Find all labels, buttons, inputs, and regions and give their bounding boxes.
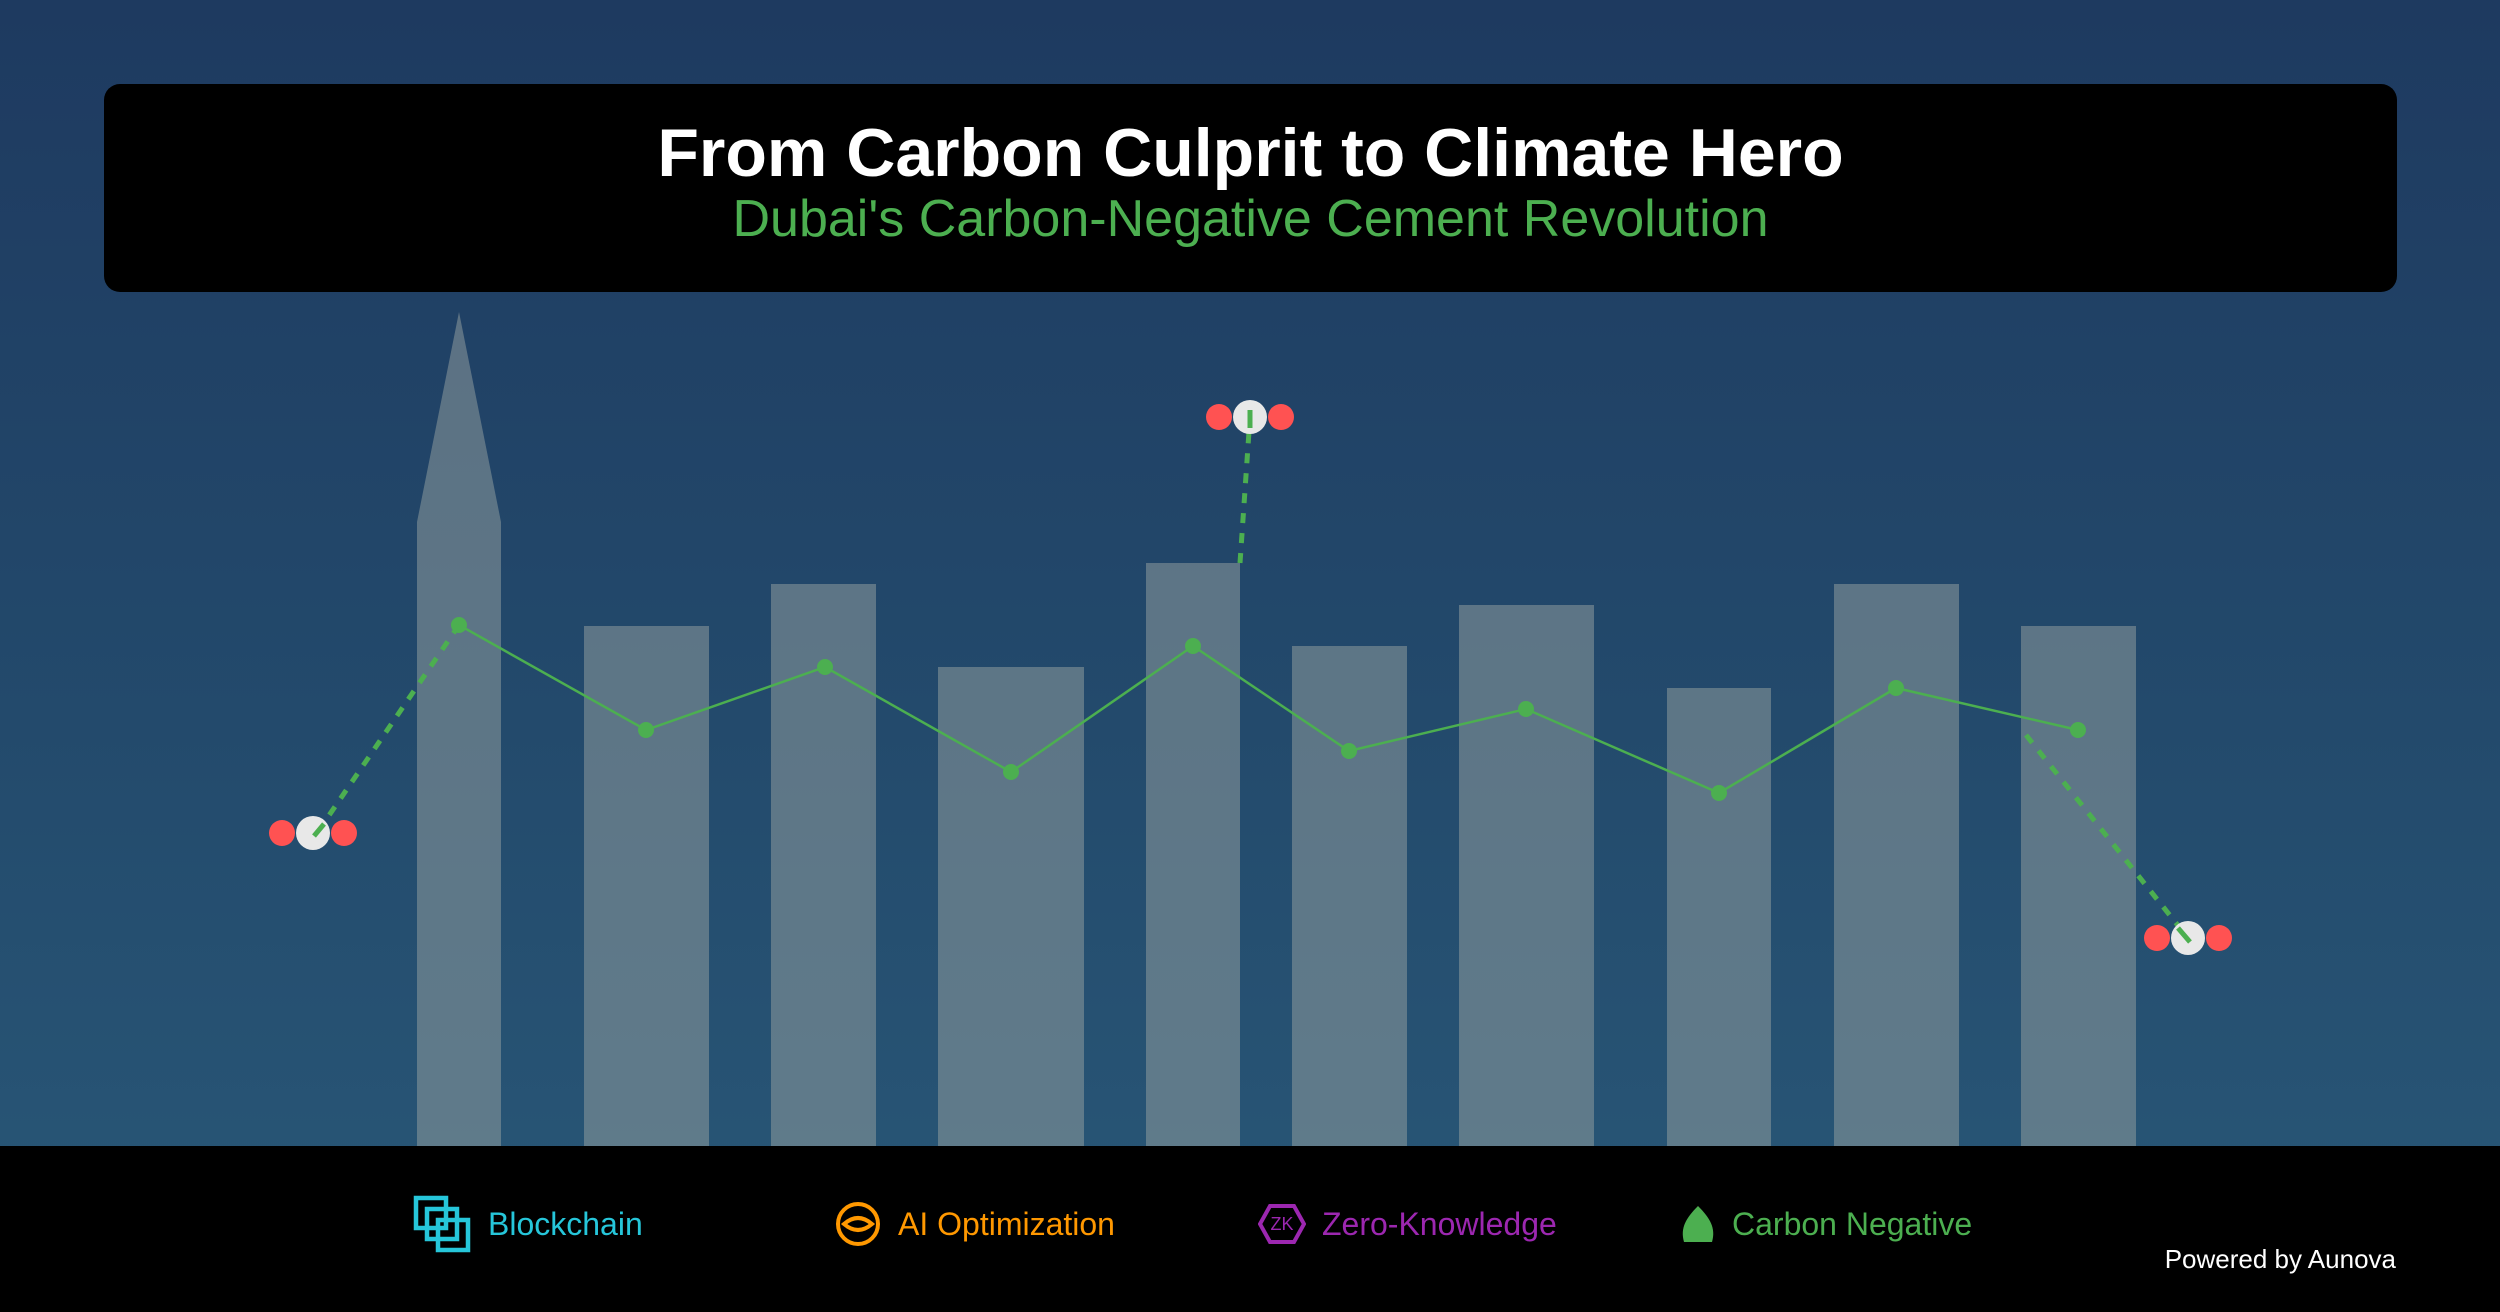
blockchain-icon bbox=[413, 1195, 471, 1253]
network-node bbox=[1003, 764, 1019, 780]
leaf-icon bbox=[1682, 1206, 1714, 1242]
building bbox=[1667, 688, 1771, 1146]
burj-spire bbox=[417, 312, 501, 522]
network-node bbox=[1888, 680, 1904, 696]
building bbox=[1459, 605, 1594, 1146]
feature-ai-optimization: AI Optimization bbox=[834, 1192, 1115, 1256]
feature-label: Blockchain bbox=[488, 1205, 643, 1242]
feature-label: Zero-Knowledge bbox=[1322, 1205, 1557, 1242]
feature-blockchain: Blockchain bbox=[412, 1192, 643, 1256]
title-banner: From Carbon Culprit to Climate Hero Duba… bbox=[104, 84, 2397, 292]
network-node bbox=[1341, 743, 1357, 759]
zero-knowledge-hexagon-icon: ZK bbox=[1258, 1204, 1306, 1244]
network-nodes bbox=[451, 617, 2086, 801]
carbon-capture-network-line bbox=[458, 623, 2079, 795]
feature-zero-knowledge: ZK Zero-Knowledge bbox=[1258, 1192, 1557, 1256]
feature-label: Carbon Negative bbox=[1732, 1205, 1973, 1242]
building bbox=[938, 667, 1084, 1146]
network-node bbox=[1185, 638, 1201, 654]
ai-eye-icon bbox=[836, 1202, 880, 1246]
skyscraper bbox=[417, 522, 501, 1146]
capture-path-dashed bbox=[2024, 733, 2190, 940]
feature-carbon-negative: Carbon Negative bbox=[1680, 1192, 1972, 1256]
feature-footer: Blockchain AI Optimization ZK Zero-Knowl… bbox=[0, 1146, 2500, 1312]
capture-path-dashed bbox=[1237, 416, 1253, 564]
svg-text:ZK: ZK bbox=[1270, 1214, 1293, 1234]
building bbox=[1834, 584, 1959, 1146]
building bbox=[1292, 646, 1407, 1146]
network-node bbox=[1711, 785, 1727, 801]
network-node bbox=[1518, 701, 1534, 717]
powered-by-credit: Powered by Aunova bbox=[2164, 1244, 2396, 1274]
co2-molecule-icon bbox=[269, 816, 357, 850]
network-node bbox=[638, 722, 654, 738]
network-node bbox=[2070, 722, 2086, 738]
page-title: From Carbon Culprit to Climate Hero bbox=[657, 115, 1844, 191]
building bbox=[1146, 563, 1240, 1146]
network-node bbox=[817, 659, 833, 675]
building bbox=[2021, 626, 2136, 1146]
feature-label: AI Optimization bbox=[898, 1205, 1115, 1242]
building bbox=[771, 584, 876, 1146]
page-subtitle: Dubai's Carbon-Negative Cement Revolutio… bbox=[732, 190, 1769, 248]
capture-path-dashed bbox=[314, 623, 462, 835]
building bbox=[584, 626, 709, 1146]
